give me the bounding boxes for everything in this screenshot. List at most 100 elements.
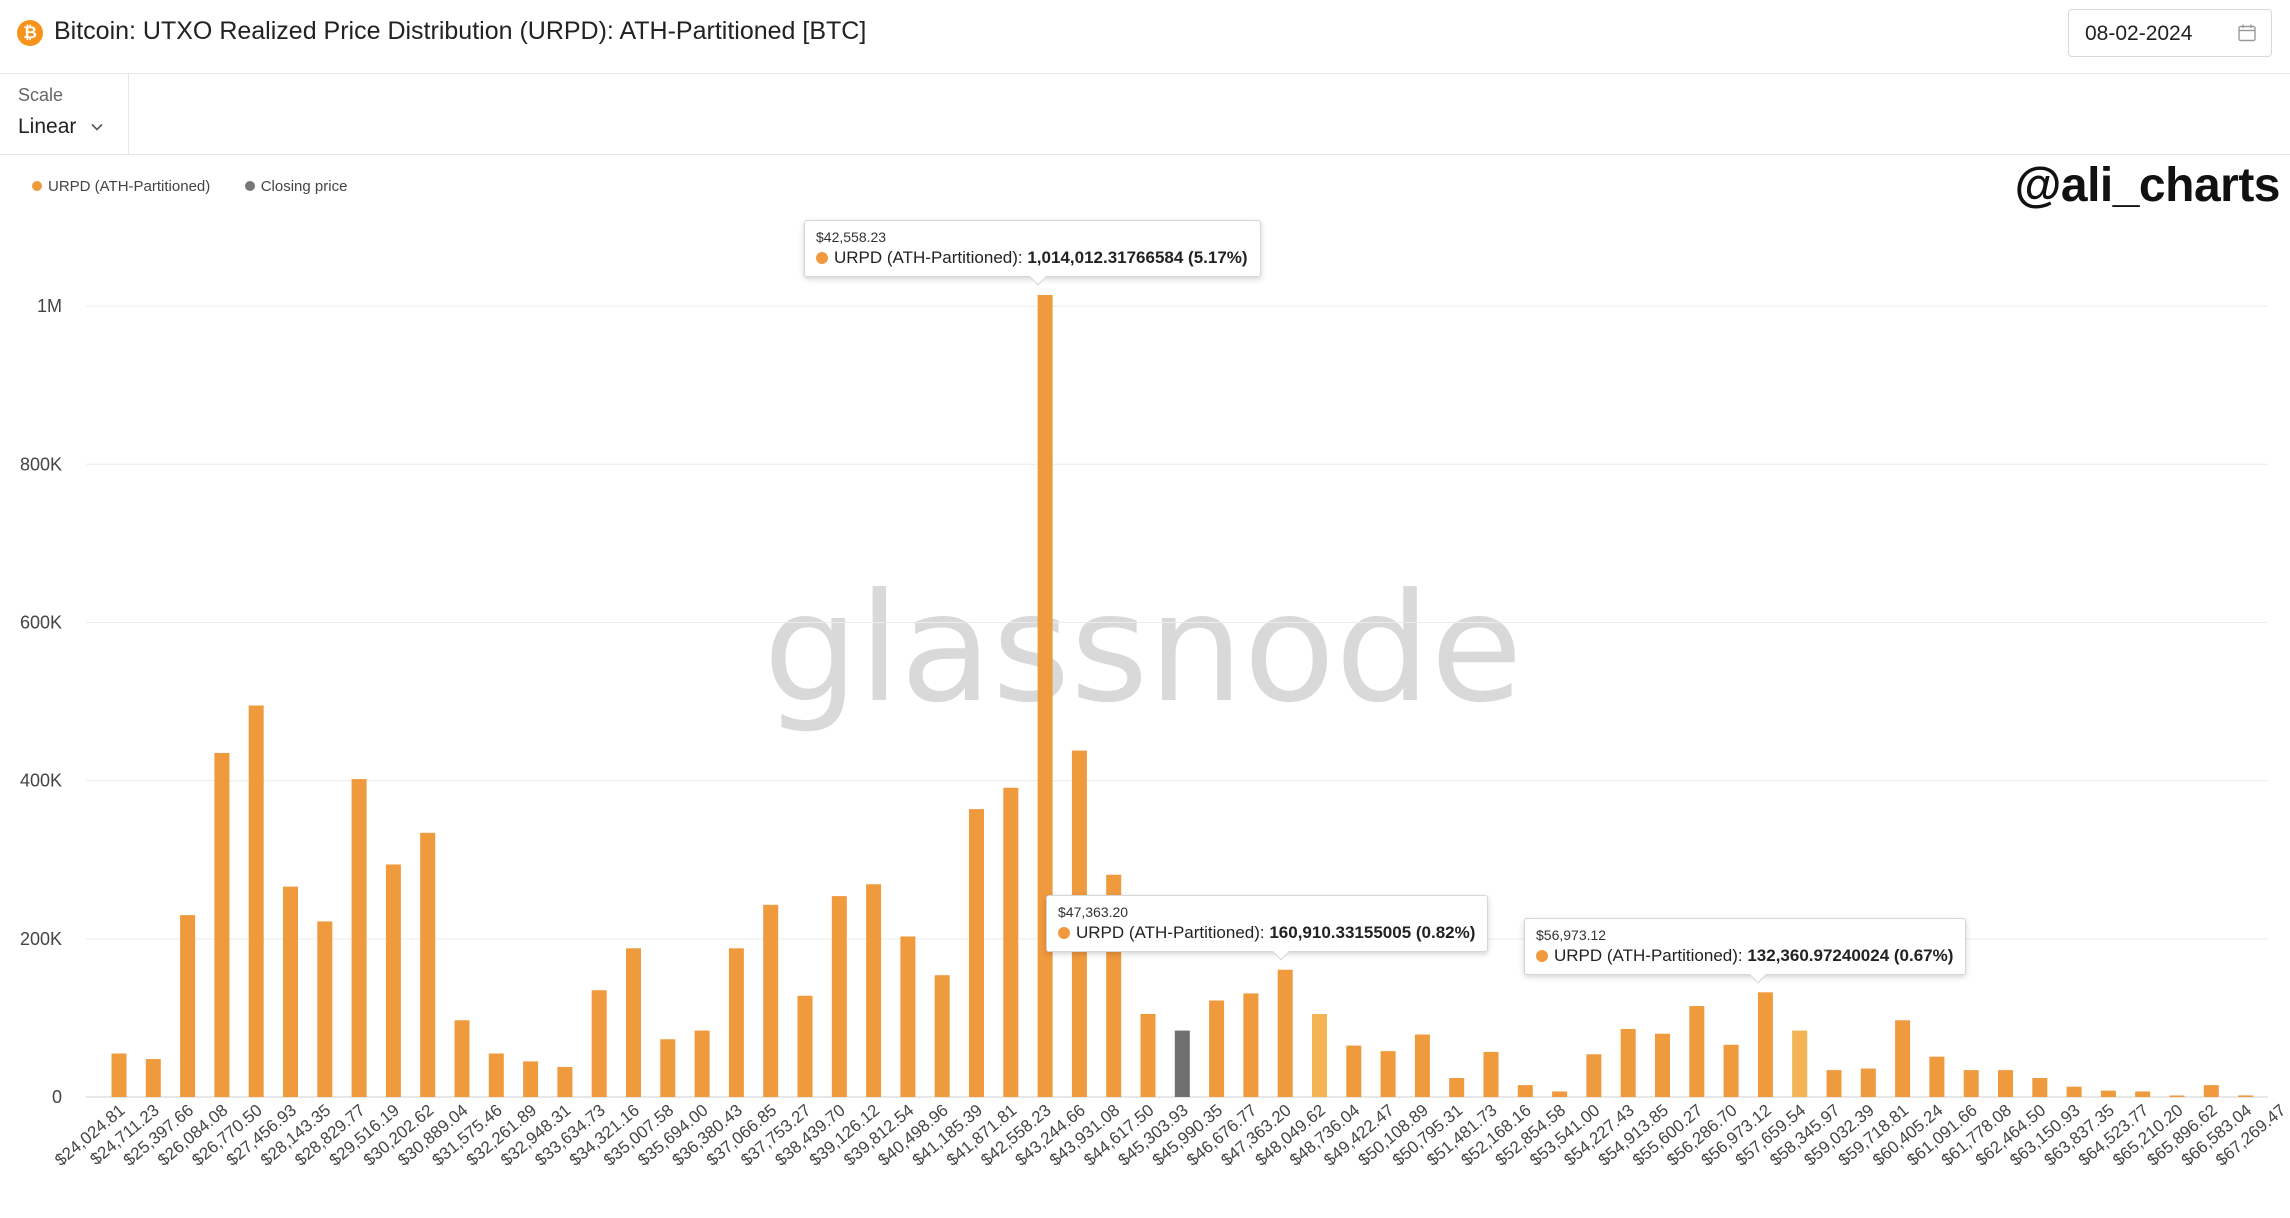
bar[interactable] <box>1723 1044 1739 1097</box>
bar[interactable] <box>248 705 264 1098</box>
bar[interactable] <box>1483 1051 1499 1097</box>
tooltip-line: URPD (ATH-Partitioned): 160,910.33155005… <box>1058 923 1475 943</box>
bar[interactable] <box>145 1059 161 1097</box>
bar[interactable] <box>1757 992 1773 1097</box>
bar[interactable] <box>2032 1078 2048 1097</box>
scale-value[interactable]: Linear <box>18 115 77 138</box>
bar[interactable] <box>1998 1070 2013 1097</box>
bar[interactable] <box>831 896 847 1097</box>
bar[interactable] <box>866 884 882 1097</box>
tooltip-value: 1,014,012.31766584 (5.17%) <box>1027 248 1248 267</box>
bar[interactable] <box>2169 1095 2185 1098</box>
date-value[interactable]: 08-02-2024 <box>2085 22 2193 45</box>
bar[interactable] <box>1003 787 1019 1097</box>
bar[interactable] <box>1963 1070 1979 1097</box>
bar[interactable] <box>111 1053 127 1098</box>
bar[interactable] <box>1895 1020 1911 1097</box>
legend-item-urpd[interactable]: URPD (ATH-Partitioned) <box>32 178 210 195</box>
bar[interactable] <box>1689 1006 1705 1097</box>
bar[interactable] <box>2203 1085 2219 1097</box>
bar[interactable] <box>214 752 230 1097</box>
chevron-down-icon[interactable] <box>90 120 104 134</box>
bar[interactable] <box>351 779 367 1097</box>
controls-bar: Scale Linear <box>0 74 2290 155</box>
header-bar: ₿ Bitcoin: UTXO Realized Price Distribut… <box>0 0 2290 74</box>
chart-title: Bitcoin: UTXO Realized Price Distributio… <box>54 17 867 45</box>
bar[interactable] <box>283 886 298 1097</box>
bar[interactable] <box>591 990 607 1097</box>
bar[interactable] <box>1312 1013 1327 1097</box>
date-picker[interactable]: 08-02-2024 <box>2068 9 2272 57</box>
legend-item-closing-price[interactable]: Closing price <box>244 178 347 195</box>
bar[interactable] <box>1140 1013 1156 1097</box>
tooltip-price: $56,973.12 <box>1536 927 1607 943</box>
bar[interactable] <box>694 1030 710 1097</box>
scale-control: Scale Linear <box>0 74 129 154</box>
bar[interactable] <box>385 864 401 1097</box>
bar[interactable] <box>626 948 641 1097</box>
tooltip-47363: $47,363.20 URPD (ATH-Partitioned): 160,9… <box>1046 895 1489 961</box>
bar[interactable] <box>317 921 333 1097</box>
bar[interactable] <box>1449 1078 1465 1097</box>
bar[interactable] <box>1620 1028 1636 1097</box>
watermark: glassnode <box>763 562 1522 736</box>
tooltip-line: URPD (ATH-Partitioned): 132,360.97240024… <box>1536 946 1953 966</box>
bar[interactable] <box>1346 1045 1362 1097</box>
bar[interactable] <box>660 1039 676 1097</box>
bar[interactable] <box>900 936 916 1097</box>
bar[interactable] <box>763 904 779 1097</box>
tooltip-dot <box>1536 949 1548 962</box>
bar[interactable] <box>1860 1068 1876 1097</box>
legend: URPD (ATH-Partitioned) Closing price <box>32 178 377 198</box>
bar[interactable] <box>488 1053 504 1098</box>
bar[interactable] <box>1380 1051 1396 1097</box>
bar[interactable] <box>1517 1085 1533 1097</box>
bar[interactable] <box>1929 1056 1945 1097</box>
bar[interactable] <box>969 809 984 1097</box>
bar[interactable] <box>728 948 744 1097</box>
bar[interactable] <box>420 832 436 1097</box>
scale-dropdown[interactable]: Linear <box>18 112 118 142</box>
bar[interactable] <box>1243 993 1259 1097</box>
tooltip-dot <box>1058 926 1070 939</box>
bar[interactable] <box>2135 1091 2151 1097</box>
bar[interactable] <box>934 975 950 1097</box>
y-axis-labels: 0 200K 400K 600K 800K 1M <box>20 296 62 1107</box>
calendar-icon[interactable] <box>2237 23 2257 43</box>
tooltip-value: 132,360.97240024 (0.67%) <box>1747 946 1954 965</box>
bar[interactable] <box>2238 1095 2254 1097</box>
bar[interactable] <box>1655 1033 1670 1097</box>
closing-price-bar[interactable] <box>1174 1030 1190 1097</box>
bar[interactable] <box>180 915 196 1097</box>
bar[interactable] <box>1209 1000 1225 1097</box>
bar[interactable] <box>2066 1086 2082 1097</box>
bar[interactable] <box>2100 1090 2116 1097</box>
bar[interactable] <box>557 1066 573 1097</box>
tooltip-value: 160,910.33155005 (0.82%) <box>1269 923 1476 942</box>
tooltip-line: URPD (ATH-Partitioned): 1,014,012.317665… <box>816 248 1248 268</box>
bar[interactable] <box>1792 1030 1808 1097</box>
y-tick-label: 400K <box>20 771 62 791</box>
tooltip-series: URPD (ATH-Partitioned): <box>834 248 1028 267</box>
bar[interactable] <box>523 1061 539 1097</box>
bar[interactable] <box>454 1020 470 1097</box>
bar[interactable] <box>1414 1034 1430 1097</box>
y-tick-label: 1M <box>37 296 62 316</box>
legend-dot-closing-price <box>244 181 255 192</box>
tooltip-peak: $42,558.23 URPD (ATH-Partitioned): 1,014… <box>804 220 1261 286</box>
bitcoin-icon: ₿ <box>17 20 43 46</box>
bar[interactable] <box>1037 295 1053 1098</box>
bar[interactable] <box>1277 969 1293 1097</box>
bar[interactable] <box>1552 1091 1568 1097</box>
y-tick-label: 200K <box>20 929 62 949</box>
bar-series <box>111 295 2254 1098</box>
bar[interactable] <box>797 995 813 1097</box>
bar[interactable] <box>1586 1054 1602 1097</box>
scale-label: Scale <box>18 85 64 105</box>
tooltip-series: URPD (ATH-Partitioned): <box>1076 923 1270 942</box>
tooltip-dot <box>816 251 828 264</box>
tooltip-price: $47,363.20 <box>1058 904 1129 920</box>
tooltip-56973: $56,973.12 URPD (ATH-Partitioned): 132,3… <box>1524 918 1967 984</box>
bar[interactable] <box>1826 1070 1842 1097</box>
